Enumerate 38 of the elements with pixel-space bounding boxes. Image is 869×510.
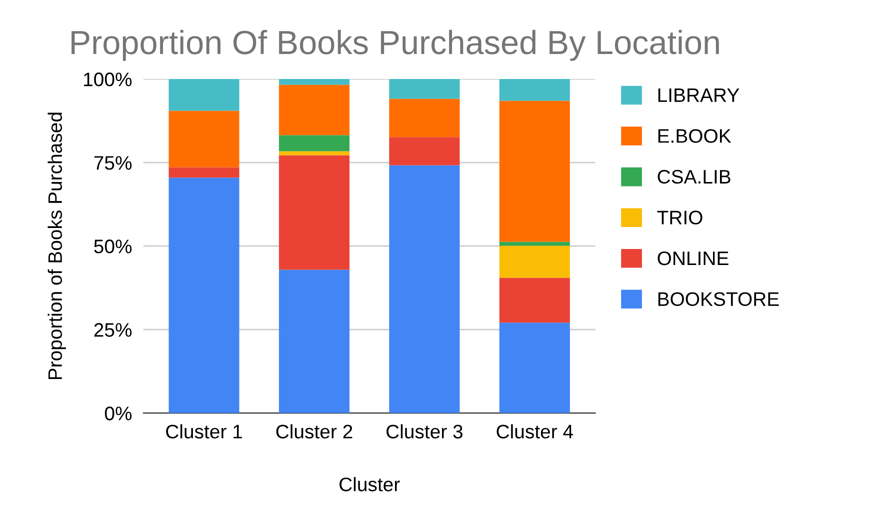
bar — [499, 100, 570, 242]
bar — [278, 84, 350, 136]
y-tick-label: 100% — [84, 72, 132, 86]
bar — [389, 165, 460, 414]
y-axis-title: Proportion of Books Purchased — [48, 112, 66, 380]
x-tick-label: Cluster 2 — [276, 424, 352, 438]
bar — [499, 246, 570, 278]
x-axis-title: Cluster — [340, 477, 400, 492]
bar — [278, 135, 350, 152]
chart-title: Proportion Of Books Purchased By Location — [72, 30, 719, 61]
y-tick-label: 75% — [94, 156, 132, 170]
legend-label: CSA.LIB — [658, 170, 730, 184]
y-tick-label: 25% — [94, 323, 132, 337]
bar — [168, 178, 240, 414]
bar — [499, 79, 570, 101]
bar — [278, 155, 350, 270]
legend-label: E.BOOK — [658, 129, 732, 143]
bar — [499, 242, 570, 246]
bar — [389, 137, 460, 166]
legend-label: TRIO — [657, 210, 702, 224]
x-tick-label: Cluster 4 — [496, 424, 573, 438]
legend-label: ONLINE — [658, 251, 728, 266]
bar — [168, 110, 240, 168]
bar — [389, 79, 460, 99]
bar — [499, 322, 570, 414]
bar — [499, 278, 570, 323]
bar — [278, 151, 350, 156]
legend-label: LIBRARY — [658, 88, 740, 102]
legend-label: BOOKSTORE — [658, 292, 779, 306]
bar — [168, 79, 240, 111]
bar — [278, 270, 350, 414]
y-tick-label: 50% — [94, 240, 132, 254]
y-tick-label: 0% — [104, 406, 132, 420]
bar — [278, 79, 350, 85]
x-tick-label: Cluster 1 — [166, 424, 242, 438]
bar — [389, 98, 460, 138]
bar — [168, 167, 240, 178]
x-tick-label: Cluster 3 — [386, 424, 462, 438]
